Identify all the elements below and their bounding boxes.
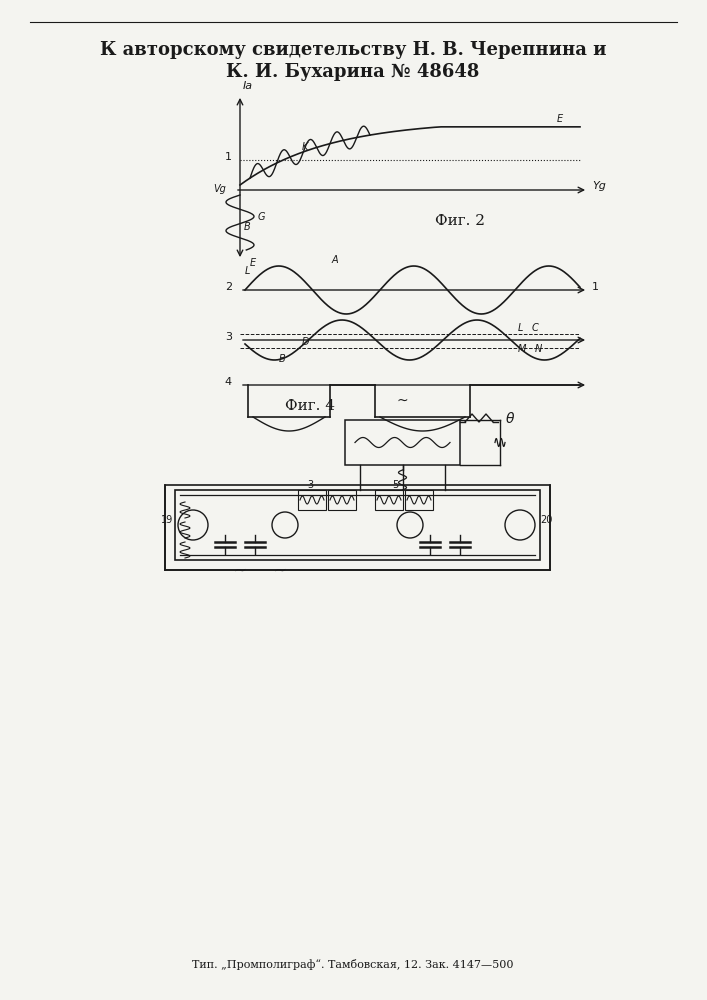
Text: θ: θ (506, 412, 514, 426)
Text: 5: 5 (392, 480, 398, 490)
Text: К авторскому свидетельству Н. В. Черепнина и: К авторскому свидетельству Н. В. Черепни… (100, 41, 606, 59)
Text: G: G (258, 212, 266, 222)
Text: К. И. Бухарина № 48648: К. И. Бухарина № 48648 (226, 63, 479, 81)
Text: Тип. „Промполиграф“. Тамбовская, 12. Зак. 4147—500: Тип. „Промполиграф“. Тамбовская, 12. Зак… (192, 960, 514, 970)
Text: 20: 20 (540, 515, 552, 525)
Text: Vg: Vg (213, 184, 226, 194)
Text: ~: ~ (397, 394, 409, 408)
Text: E: E (250, 258, 256, 268)
Text: 4: 4 (225, 377, 232, 387)
Text: A: A (332, 255, 339, 265)
Text: 1: 1 (592, 282, 599, 292)
Bar (298, 490, 326, 510)
Text: 2: 2 (225, 282, 232, 292)
Text: 3: 3 (225, 332, 232, 342)
Bar (175, 490, 540, 560)
Text: L: L (245, 266, 250, 276)
Bar (165, 485, 550, 570)
Text: B: B (244, 222, 251, 232)
Text: L: L (518, 323, 522, 333)
Text: D: D (301, 337, 309, 347)
Text: 19: 19 (160, 515, 173, 525)
Text: B: B (279, 354, 286, 364)
Text: Yg: Yg (592, 181, 606, 191)
Bar (328, 490, 356, 510)
Text: ~: ~ (233, 563, 246, 578)
Text: ~: ~ (274, 563, 286, 578)
Bar (345, 420, 460, 465)
Text: 1: 1 (225, 152, 232, 162)
Bar (375, 490, 403, 510)
Text: M: M (518, 344, 526, 354)
Text: Фиг. 4: Фиг. 4 (285, 399, 335, 413)
Text: K: K (302, 142, 308, 152)
Text: Ia: Ia (243, 81, 253, 91)
Text: C: C (532, 323, 538, 333)
Text: N: N (534, 344, 542, 354)
Text: 3: 3 (307, 480, 313, 490)
Text: E: E (557, 114, 563, 124)
Bar (405, 490, 433, 510)
Text: Фиг. 2: Фиг. 2 (435, 214, 485, 228)
